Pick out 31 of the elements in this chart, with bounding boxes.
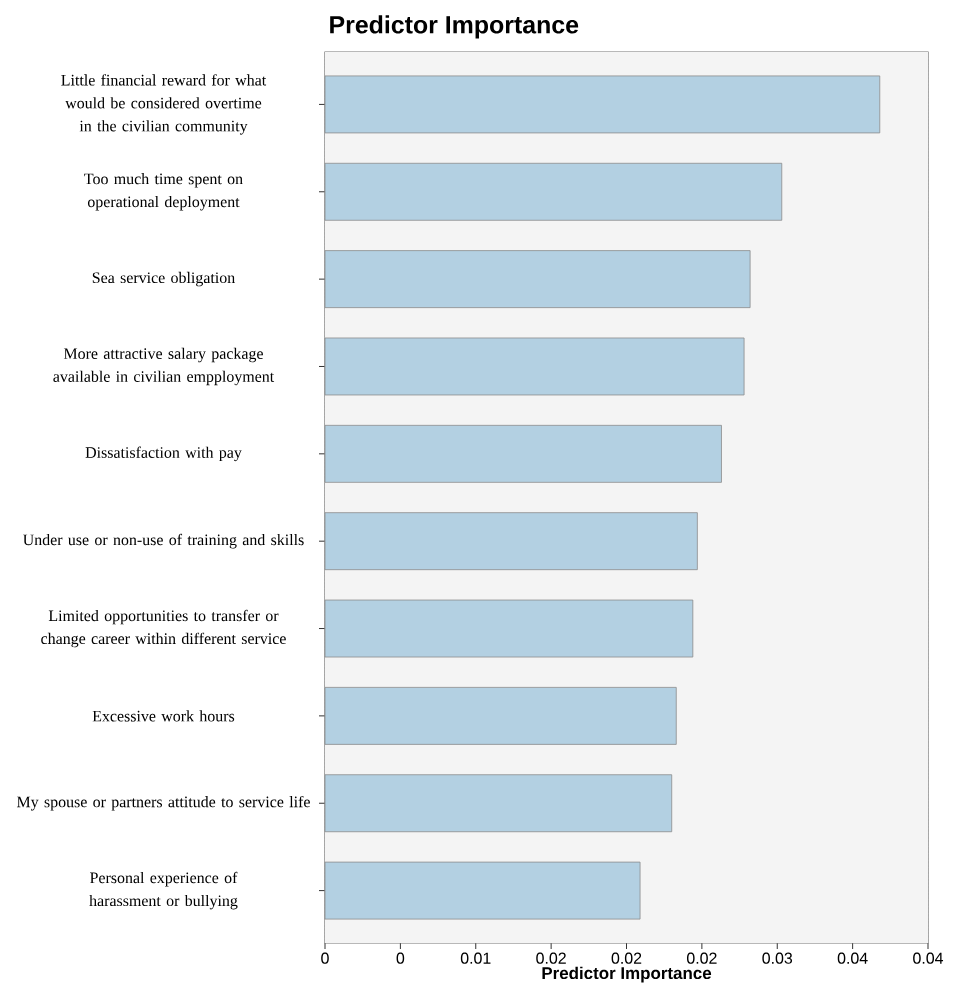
y-tick-label: Little financial reward for what would be considered overtime in the civilian community [61, 74, 267, 135]
y-tick-label: More attractive salary package available in civilian empployment [53, 347, 275, 386]
bar [324, 75, 881, 134]
bar [324, 774, 673, 833]
x-tick-label: 0.02 [536, 952, 566, 964]
x-tick-label: 0.02 [611, 952, 642, 964]
bar [324, 424, 722, 483]
y-tick-label: Sea service obligation [92, 271, 235, 287]
x-tick-label: 0.02 [686, 952, 717, 964]
bar [324, 337, 745, 396]
x-axis-title: Predictor Importance [542, 966, 712, 983]
x-tick-label: 0.04 [837, 952, 868, 964]
x-tick-label: 0.03 [762, 952, 793, 964]
y-tick-label: Limited opportunities to transfer or change career within different service [41, 609, 286, 648]
y-tick-label: Too much time spent on operational deployment [84, 173, 243, 211]
bar [324, 512, 698, 571]
bar [324, 599, 694, 658]
chart-title: Predictor Importance [330, 15, 579, 39]
y-tick-label: My spouse or partners attitude to service life [16, 795, 310, 811]
y-tick-label: Dissatisfaction with pay [85, 446, 242, 462]
y-tick-label: Under use or non-use of training and skills [23, 533, 304, 549]
x-tick-label: 0 [321, 952, 329, 964]
x-tick-label: 0 [396, 952, 405, 964]
x-tick-label: 0.01 [460, 952, 491, 964]
y-tick-label: Personal experience of harassment or bullying [89, 871, 238, 910]
bar [324, 250, 751, 309]
bar [324, 686, 677, 745]
bar [324, 162, 783, 221]
y-tick-label: Excessive work hours [92, 710, 235, 722]
bar [324, 861, 641, 920]
x-tick-label: 0.04 [913, 952, 944, 964]
